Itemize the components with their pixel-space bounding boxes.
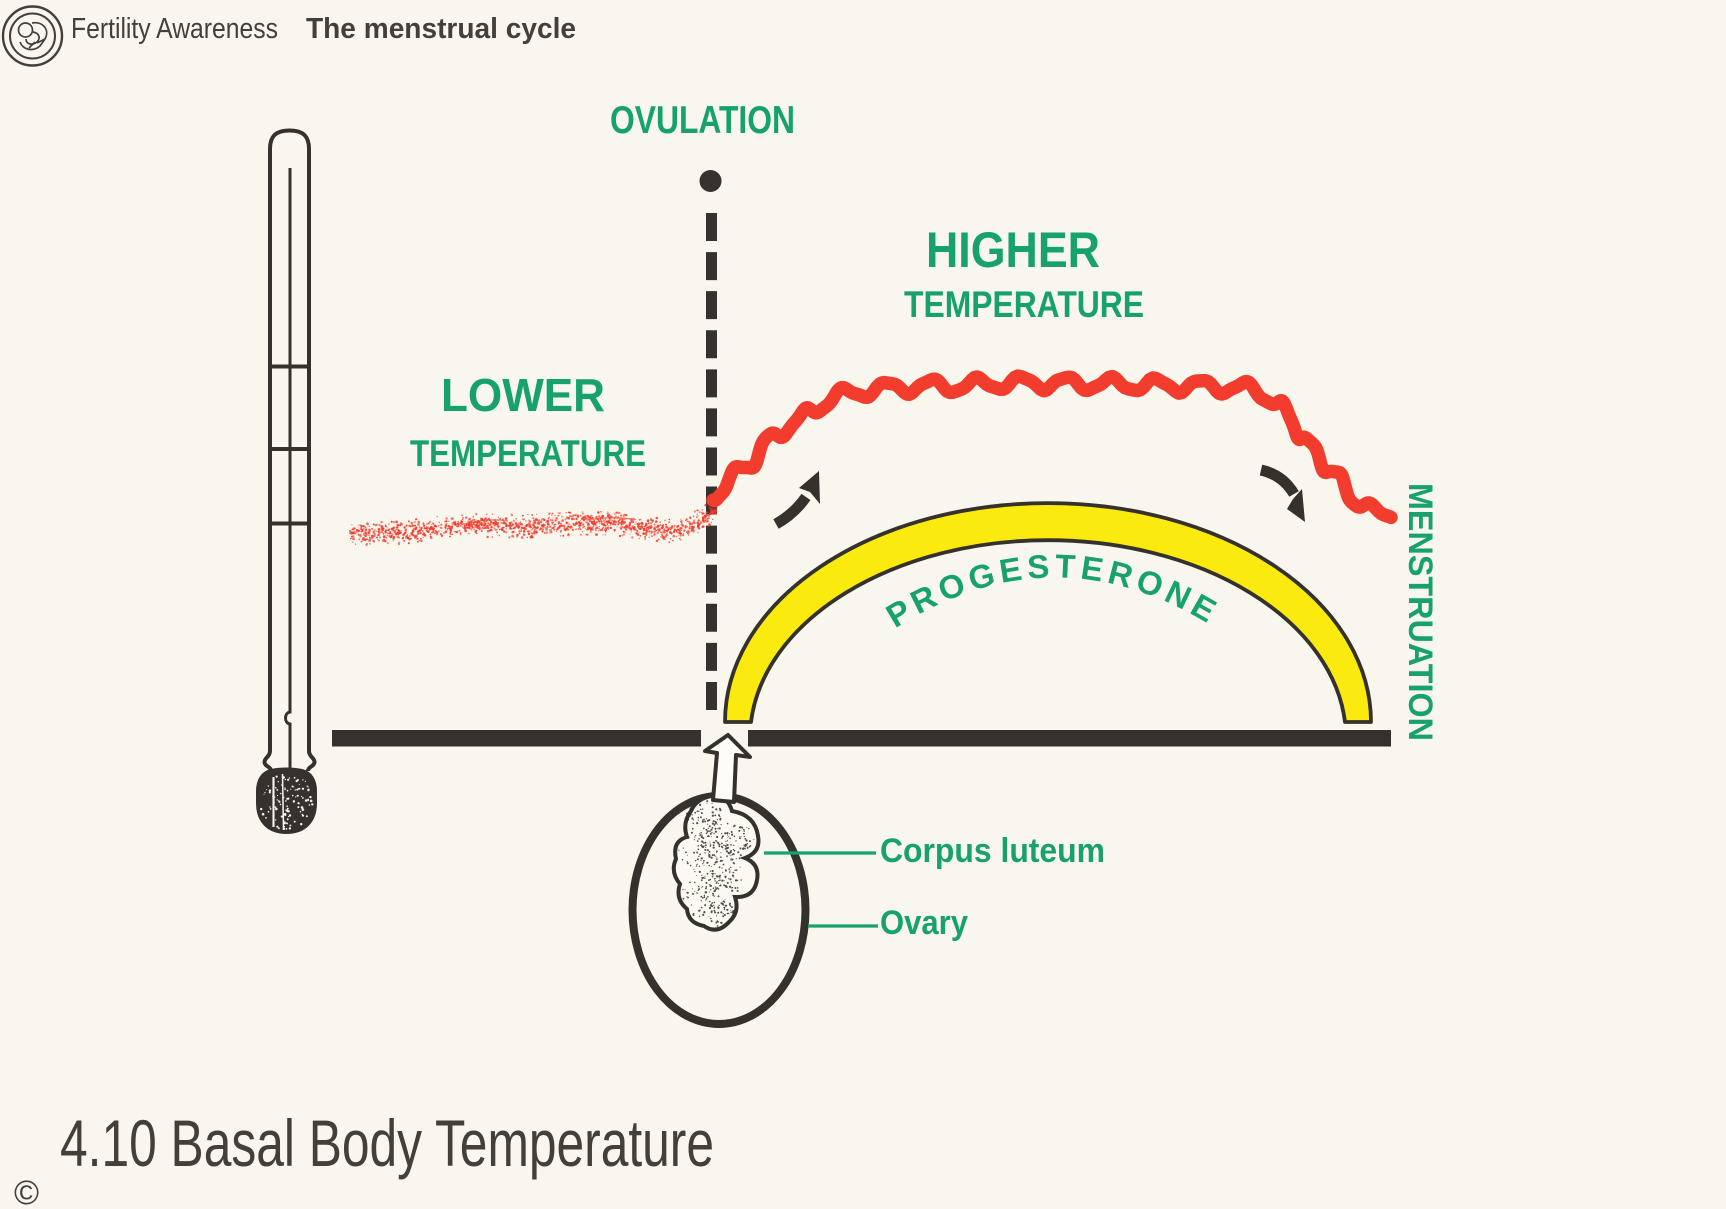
svg-text:©: © [14, 1174, 39, 1209]
svg-text:TEMPERATURE: TEMPERATURE [410, 433, 646, 474]
svg-text:LOWER: LOWER [441, 369, 605, 421]
svg-text:Ovary: Ovary [880, 904, 968, 942]
svg-text:MENSTRUATION: MENSTRUATION [1401, 483, 1439, 741]
svg-text:HIGHER: HIGHER [926, 222, 1100, 278]
svg-text:The menstrual cycle: The menstrual cycle [306, 13, 576, 45]
svg-text:TEMPERATURE: TEMPERATURE [904, 284, 1144, 325]
svg-text:Corpus luteum: Corpus luteum [880, 832, 1105, 870]
svg-text:OVULATION: OVULATION [610, 99, 795, 142]
svg-text:4.10 Basal Body Temperature: 4.10 Basal Body Temperature [60, 1106, 714, 1180]
svg-text:Fertility Awareness: Fertility Awareness [71, 13, 278, 45]
